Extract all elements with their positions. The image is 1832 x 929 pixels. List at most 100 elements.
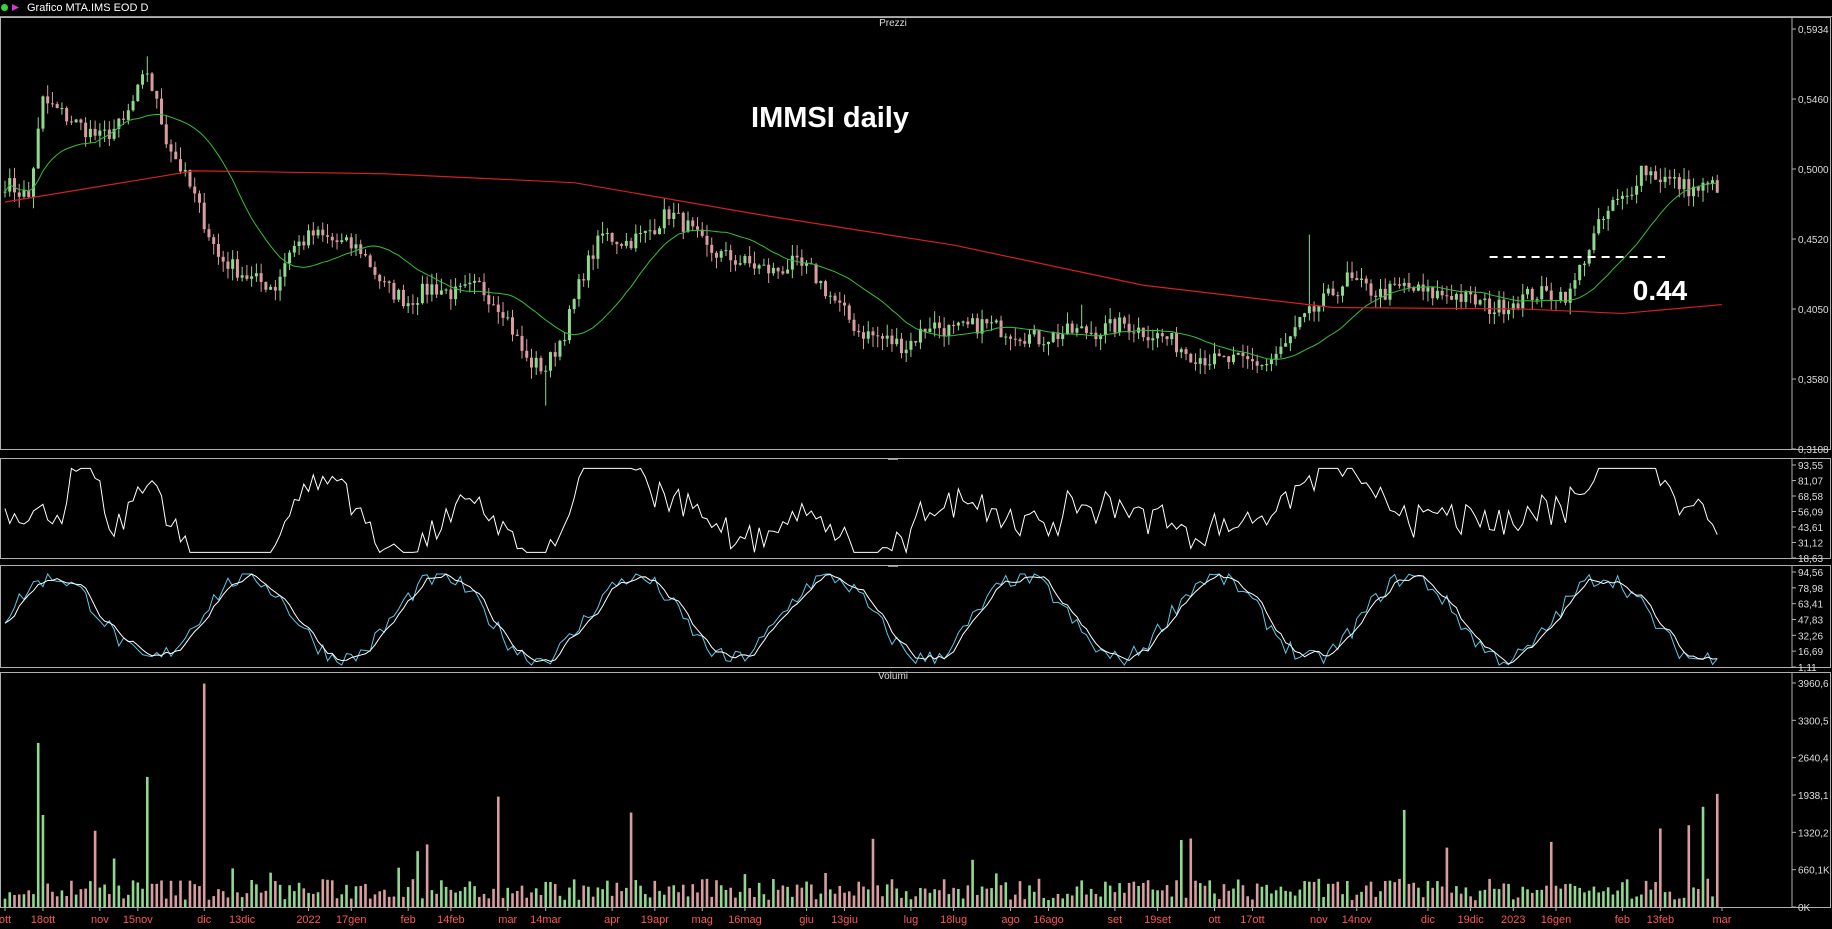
candle-body bbox=[1431, 287, 1435, 299]
volume-bar bbox=[990, 888, 993, 907]
volume-bar bbox=[392, 896, 396, 907]
candle-body bbox=[1061, 334, 1065, 340]
volume-bar bbox=[620, 891, 623, 907]
volume-bar bbox=[1630, 898, 1634, 907]
volume-bar bbox=[976, 894, 979, 907]
candle-body bbox=[786, 269, 790, 274]
volume-bar bbox=[667, 886, 671, 907]
volume-bar bbox=[425, 844, 429, 907]
candle-body bbox=[781, 271, 785, 274]
volume-bar bbox=[767, 899, 770, 907]
sma-short-line bbox=[4, 113, 1718, 360]
x-tick-label: apr bbox=[604, 914, 620, 926]
candle-body bbox=[601, 233, 605, 236]
candle-body bbox=[1322, 293, 1326, 307]
price-tick-label: 0,4050 bbox=[1798, 305, 1829, 316]
volume-bar bbox=[1203, 885, 1207, 907]
volume-bar bbox=[919, 887, 922, 907]
candle-body bbox=[207, 229, 211, 238]
candle-body bbox=[311, 230, 315, 236]
candle-body bbox=[1132, 332, 1136, 334]
candle-body bbox=[254, 273, 258, 277]
volume-bar bbox=[629, 812, 633, 907]
osc2-tick-label: 78,98 bbox=[1798, 584, 1823, 595]
volume-bar bbox=[1383, 881, 1387, 907]
candle-body bbox=[1179, 349, 1183, 353]
volume-bar bbox=[895, 888, 899, 907]
volume-bar bbox=[757, 882, 761, 907]
candle-body bbox=[235, 259, 239, 278]
x-tick-label: ago bbox=[1001, 914, 1019, 926]
candle-body bbox=[1341, 286, 1345, 296]
candle-body bbox=[956, 322, 960, 326]
candle-body bbox=[985, 319, 989, 324]
candle-body bbox=[843, 302, 847, 306]
volume-bar bbox=[1450, 892, 1453, 907]
volume-bar bbox=[84, 888, 87, 907]
candle-body bbox=[1146, 337, 1150, 341]
candle-body bbox=[1089, 332, 1093, 334]
candle-body bbox=[733, 260, 737, 265]
x-tick-label: 13giu bbox=[831, 914, 858, 926]
candle-body bbox=[69, 121, 73, 123]
candle-body bbox=[1711, 180, 1715, 184]
candle-body bbox=[1488, 298, 1492, 314]
volume-bar bbox=[1659, 828, 1662, 907]
volume-bar bbox=[1715, 793, 1719, 907]
volume-bar bbox=[1289, 891, 1292, 907]
volume-bar bbox=[1621, 882, 1624, 907]
volume-bar bbox=[1673, 899, 1676, 907]
candle-body bbox=[719, 251, 723, 258]
volume-bar bbox=[1540, 889, 1544, 907]
x-tick-label: set bbox=[1108, 914, 1123, 926]
volume-bar bbox=[805, 881, 808, 907]
candle-body bbox=[1469, 291, 1473, 295]
volume-bar bbox=[1070, 895, 1074, 907]
volume-bar bbox=[1374, 896, 1378, 907]
vol-panel-frame bbox=[0, 672, 1831, 908]
candle-body bbox=[1065, 323, 1069, 335]
candle-body bbox=[164, 124, 168, 145]
candle-body bbox=[933, 322, 937, 329]
candle-body bbox=[1075, 328, 1079, 333]
chart-canvas[interactable]: 0,5934 0,5460 0,5000 0,4520 0,4050 0,3580 0,31… bbox=[0, 17, 1832, 929]
volume-bar bbox=[430, 890, 434, 907]
volume-bar bbox=[98, 887, 102, 907]
candle-body bbox=[1009, 336, 1013, 339]
candle-body bbox=[212, 237, 216, 245]
candle-body bbox=[1241, 352, 1245, 357]
volume-bar bbox=[1616, 890, 1619, 907]
volume-bar bbox=[65, 896, 68, 907]
volume-bar bbox=[833, 893, 837, 907]
volume-bar bbox=[639, 885, 642, 907]
volume-bar bbox=[1042, 897, 1046, 907]
candle-body bbox=[563, 340, 567, 342]
price-tick-label: 0,5000 bbox=[1798, 165, 1829, 176]
volume-bar bbox=[625, 887, 628, 907]
candle-body bbox=[577, 279, 581, 300]
candle-body bbox=[1099, 334, 1103, 340]
candle-body bbox=[1184, 349, 1188, 354]
volume-bar bbox=[117, 885, 121, 907]
stochastic-fast-line bbox=[4, 572, 1718, 666]
volume-bar bbox=[1521, 886, 1525, 907]
candle-body bbox=[150, 73, 154, 91]
candle-body bbox=[966, 321, 970, 325]
volume-bar bbox=[459, 891, 462, 907]
volume-bar bbox=[1161, 890, 1164, 907]
candle-body bbox=[501, 312, 505, 318]
candle-body bbox=[1198, 358, 1202, 364]
volume-bar bbox=[1089, 888, 1093, 907]
volume-bar bbox=[881, 896, 884, 907]
candle-body bbox=[790, 255, 794, 270]
volume-bar bbox=[55, 896, 59, 907]
play-icon[interactable] bbox=[12, 4, 19, 11]
candle-body bbox=[582, 279, 586, 281]
volume-bar bbox=[577, 899, 581, 907]
candle-body bbox=[93, 128, 97, 136]
volume-bar bbox=[1080, 880, 1083, 907]
candle-body bbox=[710, 244, 714, 253]
volume-bar bbox=[440, 880, 443, 907]
volume-bar bbox=[530, 892, 533, 907]
volume-bar bbox=[1227, 890, 1231, 907]
